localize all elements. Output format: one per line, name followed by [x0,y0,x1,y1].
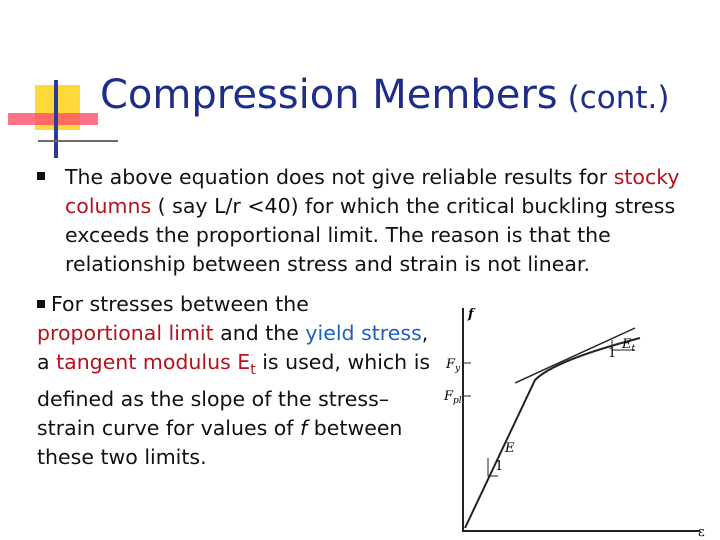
text-run: and the [213,321,306,345]
label-et: Et [621,337,636,354]
blue-line [54,80,58,158]
label: F [443,389,454,404]
text-run: f [300,416,308,440]
label: F [445,357,456,372]
stress-strain-figure [462,308,700,532]
label-one: 1 [495,459,503,474]
label-one: 1 [608,346,616,361]
bullet: The above equation does not give reliabl… [65,163,710,279]
text-run: The above equation does not give reliabl… [65,165,614,189]
gray-line [38,140,118,142]
label: E [621,337,632,352]
subscript: y [454,364,461,374]
tangent-triangle [611,340,635,351]
text-run: is used, which is defined as the slope o… [37,350,431,440]
title-suffix: (cont.) [567,80,670,116]
text-run: For stresses between the [51,292,309,316]
label-fy: Fy [445,357,461,374]
bullet: For stresses between the proportional li… [37,290,432,472]
text-run: between these two limits. [37,416,403,469]
red-bar [8,113,98,125]
subscript: pl [453,396,462,406]
title-main: Compression Members [100,72,558,118]
tangent-line [514,327,636,384]
bullet-marker [37,172,45,180]
slide-title: Compression Members (cont.) [100,72,670,118]
text-run: tangent modulus E [56,350,251,374]
text-run: t [250,362,256,378]
label-fpl: Fpl [443,389,462,406]
text-run: proportional limit [37,321,214,345]
slope-triangle [487,458,498,477]
curve [464,337,641,529]
text-run: , a [37,321,429,374]
subscript: t [632,344,636,354]
label-e: E [504,441,515,456]
text-run: stocky columns [65,165,680,218]
text-run: yield stress [305,321,422,345]
label-strain: ε [698,525,705,540]
text-run: ( say L/r <40) for which the critical bu… [65,194,676,276]
label-f: f [467,307,476,322]
bullet-marker [37,300,45,308]
